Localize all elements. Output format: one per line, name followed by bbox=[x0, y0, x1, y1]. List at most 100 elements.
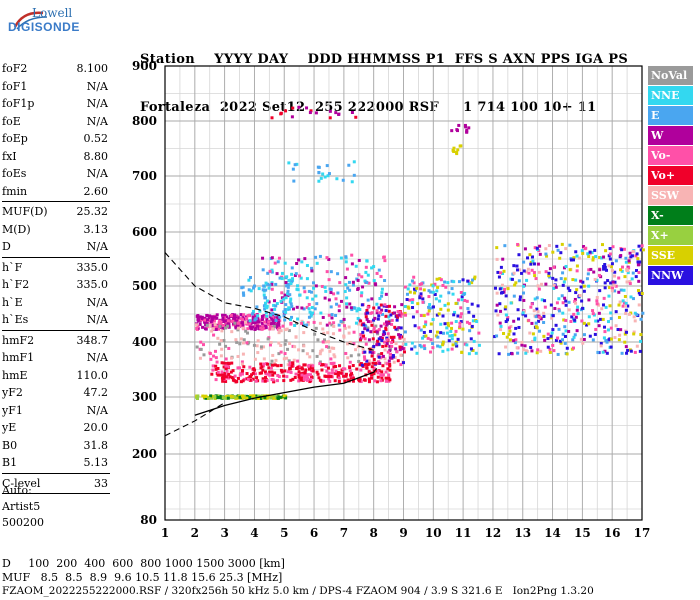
echo-point bbox=[264, 288, 268, 292]
echo-point bbox=[385, 320, 389, 324]
echo-point bbox=[412, 275, 416, 279]
echo-point bbox=[535, 307, 539, 311]
echo-point bbox=[268, 343, 272, 347]
echo-point bbox=[463, 298, 467, 302]
echo-point bbox=[560, 294, 564, 298]
echo-point bbox=[305, 277, 309, 281]
echo-point bbox=[543, 338, 547, 342]
param-value: 3.13 bbox=[83, 222, 109, 236]
legend-item-nne: NNE bbox=[648, 86, 693, 105]
echo-point bbox=[291, 377, 295, 381]
echo-point bbox=[208, 323, 212, 327]
echo-point bbox=[350, 111, 354, 115]
echo-point bbox=[602, 267, 606, 271]
echo-point bbox=[372, 306, 376, 310]
echo-point bbox=[248, 325, 252, 329]
echo-point bbox=[274, 319, 278, 323]
echo-point bbox=[419, 328, 423, 332]
echo-point bbox=[559, 341, 563, 345]
echo-point bbox=[301, 371, 305, 375]
echo-point bbox=[270, 268, 274, 272]
param-label: h`Es bbox=[2, 313, 29, 326]
echo-point bbox=[582, 289, 586, 293]
echo-point bbox=[450, 321, 454, 325]
echo-point bbox=[266, 337, 270, 341]
echo-point bbox=[590, 251, 594, 255]
echo-point bbox=[348, 369, 352, 373]
echo-point bbox=[221, 379, 225, 383]
echo-point bbox=[337, 323, 341, 327]
echo-point bbox=[431, 341, 435, 345]
echo-point bbox=[438, 299, 442, 303]
echo-point bbox=[201, 325, 205, 329]
param-row: h`Es N/A bbox=[2, 311, 110, 329]
echo-point bbox=[508, 338, 512, 342]
echo-point bbox=[589, 267, 593, 271]
x-tick-label: 15 bbox=[574, 526, 591, 540]
echo-point bbox=[396, 328, 400, 332]
echo-point bbox=[359, 368, 363, 372]
echo-point bbox=[209, 394, 213, 398]
echo-point bbox=[442, 331, 446, 335]
echo-point bbox=[372, 366, 376, 370]
echo-point bbox=[311, 297, 315, 301]
echo-point bbox=[382, 330, 386, 334]
echo-point bbox=[256, 351, 260, 355]
echo-point bbox=[435, 289, 439, 293]
echo-point bbox=[624, 256, 628, 260]
echo-point bbox=[582, 321, 586, 325]
echo-point bbox=[365, 366, 369, 370]
echo-point bbox=[381, 344, 385, 348]
echo-point bbox=[377, 337, 381, 341]
echo-point bbox=[330, 313, 334, 317]
echo-point bbox=[507, 332, 511, 336]
echo-point bbox=[380, 294, 384, 298]
param-label: foE bbox=[2, 114, 21, 128]
echo-point bbox=[575, 288, 579, 292]
echo-point bbox=[364, 270, 368, 274]
echo-point bbox=[352, 330, 356, 334]
echo-point bbox=[452, 146, 456, 150]
echo-point bbox=[564, 318, 568, 322]
echo-point bbox=[520, 343, 524, 347]
echo-point bbox=[507, 326, 511, 330]
echo-point bbox=[396, 310, 400, 314]
echo-point bbox=[512, 332, 516, 336]
echo-point bbox=[296, 284, 300, 288]
echo-point bbox=[626, 271, 630, 275]
echo-point bbox=[220, 329, 224, 333]
echo-point bbox=[436, 344, 440, 348]
echo-point bbox=[223, 313, 227, 317]
echo-point bbox=[222, 323, 226, 327]
echo-point bbox=[441, 314, 445, 318]
echo-point bbox=[273, 299, 277, 303]
echo-point bbox=[370, 323, 374, 327]
echo-point bbox=[574, 301, 578, 305]
echo-point bbox=[422, 344, 426, 348]
echo-point bbox=[614, 324, 618, 328]
param-label: foF2 bbox=[2, 62, 28, 75]
echo-point bbox=[307, 315, 311, 319]
echo-point bbox=[558, 256, 562, 260]
echo-point bbox=[245, 341, 249, 345]
echo-point bbox=[457, 280, 461, 284]
echo-point bbox=[514, 281, 518, 285]
param-row: hmF1 N/A bbox=[2, 349, 110, 367]
echo-point bbox=[574, 278, 578, 282]
echo-point bbox=[423, 347, 427, 351]
echo-point bbox=[548, 350, 552, 354]
param-value: 8.80 bbox=[83, 149, 109, 163]
echo-point bbox=[417, 326, 421, 330]
y-tick-label: 200 bbox=[132, 447, 157, 461]
echo-point bbox=[377, 342, 381, 346]
echo-point bbox=[567, 308, 571, 312]
echo-point bbox=[429, 338, 433, 342]
echo-point bbox=[274, 324, 278, 328]
echo-point bbox=[315, 261, 319, 265]
echo-point bbox=[227, 317, 231, 321]
echo-point bbox=[614, 310, 618, 314]
echo-point bbox=[453, 333, 457, 337]
echo-point bbox=[364, 325, 368, 329]
echo-point bbox=[329, 305, 333, 309]
echo-point bbox=[372, 358, 376, 362]
